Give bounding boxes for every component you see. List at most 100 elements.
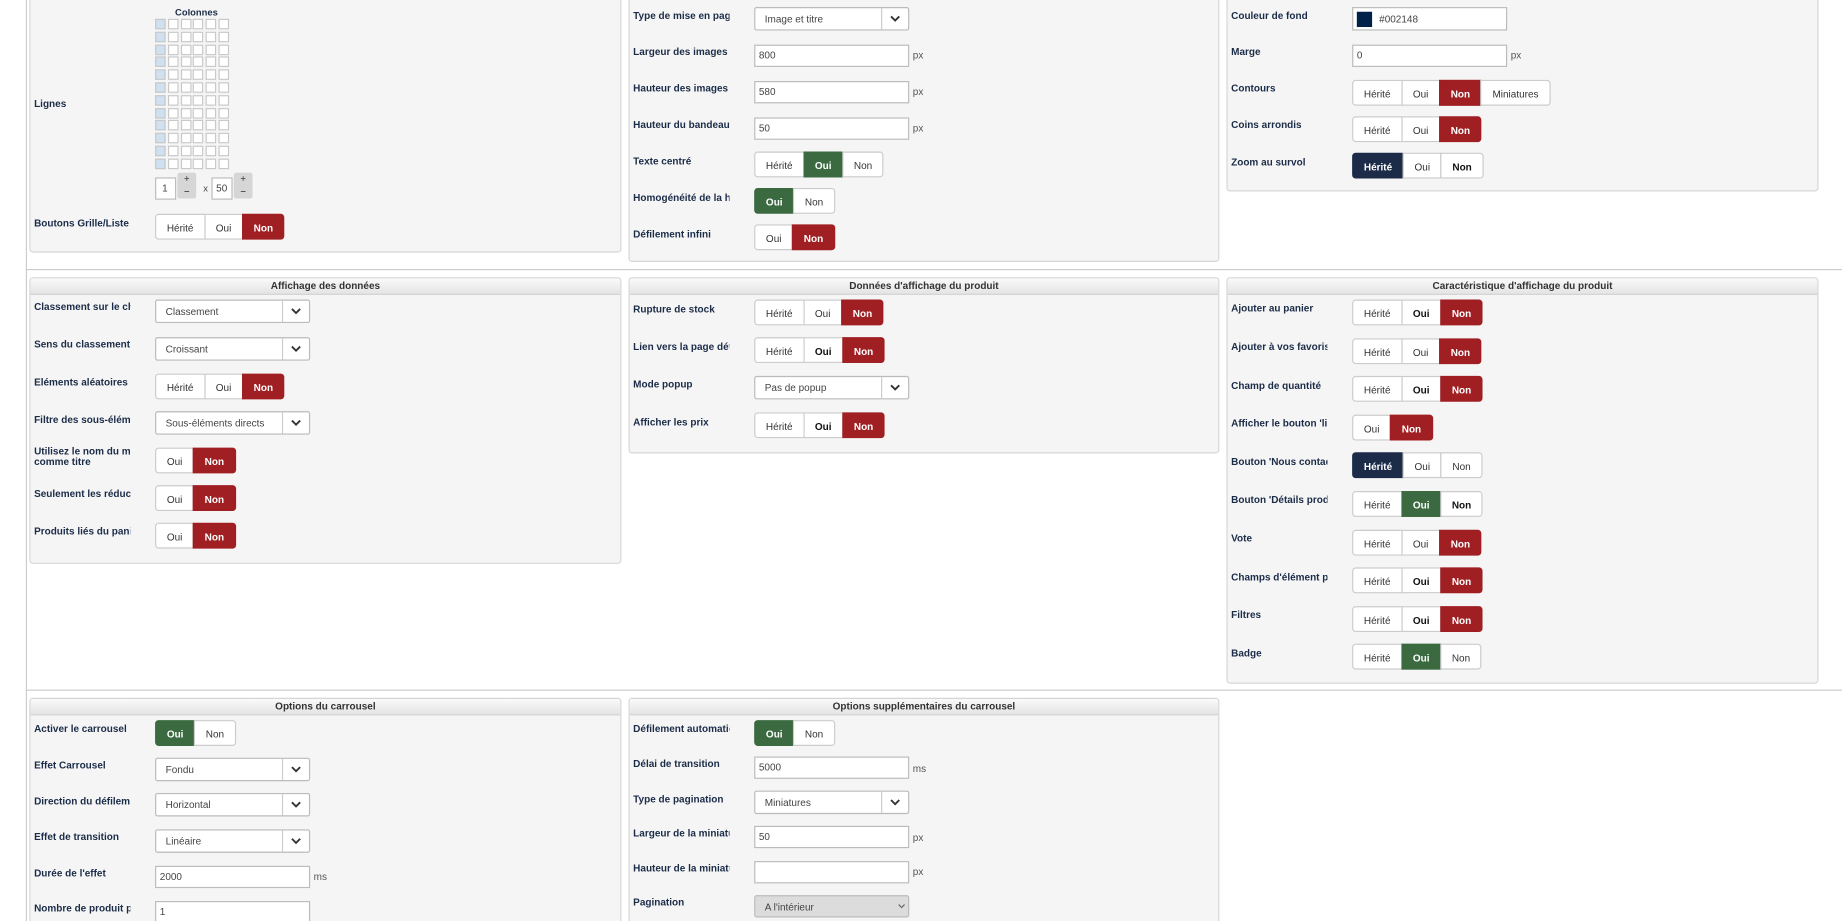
toggle-button[interactable]: Miniatures	[1480, 79, 1551, 106]
select[interactable]: Linéaire	[155, 829, 311, 853]
toggle-button[interactable]: Hérité	[754, 412, 805, 439]
grid-cell[interactable]	[205, 44, 217, 55]
toggle-button[interactable]: Oui	[803, 337, 844, 363]
grid-cell[interactable]	[218, 18, 230, 30]
toggle-button[interactable]: Non	[1389, 414, 1433, 441]
select[interactable]: Image et titre	[754, 7, 910, 31]
toggle-button[interactable]: Oui	[1401, 529, 1441, 556]
toggle-button[interactable]: Non	[192, 522, 236, 549]
grid-cell[interactable]	[180, 132, 192, 144]
grid-cell[interactable]	[218, 94, 230, 106]
toggle-button[interactable]: Oui	[1401, 644, 1442, 671]
grid-cell[interactable]	[193, 44, 204, 55]
grid-cell[interactable]	[155, 145, 166, 157]
toggle-button[interactable]: Hérité	[1352, 567, 1403, 594]
grid-cell[interactable]	[180, 82, 192, 93]
grid-cell[interactable]	[193, 82, 204, 93]
grid-cell[interactable]	[193, 158, 204, 169]
grid-cell[interactable]	[193, 56, 204, 68]
toggle-button[interactable]: Oui	[1401, 376, 1442, 402]
grid-cell[interactable]	[218, 44, 230, 55]
grid-cell[interactable]	[205, 145, 217, 157]
grid-cell[interactable]	[180, 31, 192, 43]
grid-cell[interactable]	[155, 107, 166, 119]
toggle-button[interactable]: Hérité	[1352, 116, 1403, 142]
grid-cell[interactable]	[218, 69, 230, 81]
grid-cell[interactable]	[167, 132, 179, 144]
toggle-button[interactable]: Non	[1438, 116, 1482, 142]
toggle-button[interactable]: Oui	[155, 522, 195, 549]
grid-cell[interactable]	[193, 107, 204, 119]
grid-cell[interactable]	[218, 107, 230, 119]
toggle-button[interactable]: Non	[1438, 337, 1482, 364]
grid-cell[interactable]	[205, 132, 217, 144]
toggle-button[interactable]: Non	[1438, 529, 1482, 556]
cols-input[interactable]: 50	[211, 177, 233, 200]
grid-cell[interactable]	[205, 56, 217, 68]
toggle-button[interactable]: Oui	[1401, 299, 1442, 326]
grid-cell[interactable]	[167, 31, 179, 43]
text-input[interactable]: 800	[754, 44, 910, 67]
toggle-button[interactable]: Non	[1440, 491, 1483, 517]
toggle-button[interactable]: Non	[1438, 79, 1482, 106]
toggle-button[interactable]: Oui	[803, 412, 844, 439]
grid-cell[interactable]	[193, 69, 204, 81]
toggle-button[interactable]: Non	[1440, 299, 1483, 326]
select[interactable]: Classement	[155, 299, 311, 324]
toggle-button[interactable]: Non	[194, 720, 236, 746]
grid-cell[interactable]	[180, 69, 192, 81]
toggle-button[interactable]: Hérité	[1352, 491, 1403, 517]
grid-cell[interactable]	[167, 94, 179, 106]
select[interactable]: Fondu	[155, 757, 311, 781]
toggle-button[interactable]: Oui	[155, 720, 196, 746]
toggle-button[interactable]: Hérité	[754, 337, 805, 363]
toggle-button[interactable]: Non	[1440, 376, 1483, 402]
toggle-button[interactable]: Oui	[1402, 152, 1442, 179]
grid-cell[interactable]	[155, 18, 166, 30]
toggle-button[interactable]: Oui	[1401, 337, 1441, 364]
grid-cell[interactable]	[218, 158, 230, 169]
spinner[interactable]	[177, 172, 197, 199]
toggle-button[interactable]: Oui	[1401, 491, 1442, 517]
toggle-button[interactable]: Oui	[803, 299, 843, 326]
toggle-button[interactable]: Non	[1440, 152, 1484, 179]
toggle-button[interactable]: Hérité	[155, 373, 206, 399]
toggle-button[interactable]: Non	[842, 337, 886, 363]
grid-cell[interactable]	[193, 132, 204, 144]
toggle-button[interactable]: Hérité	[1352, 299, 1403, 326]
toggle-button[interactable]: Oui	[1401, 79, 1441, 106]
grid-cell[interactable]	[218, 120, 230, 131]
toggle-button[interactable]: Oui	[754, 224, 794, 251]
toggle-button[interactable]: Oui	[155, 447, 195, 474]
toggle-button[interactable]: Oui	[1401, 116, 1441, 142]
toggle-button[interactable]: Hérité	[1352, 452, 1404, 479]
toggle-button[interactable]: Non	[1440, 452, 1483, 479]
grid-cell[interactable]	[167, 120, 179, 131]
grid-cell[interactable]	[218, 82, 230, 93]
text-input[interactable]: 5000	[754, 756, 910, 779]
toggle-button[interactable]: Non	[1440, 605, 1483, 632]
select[interactable]: Pas de popup	[754, 375, 910, 400]
grid-cell[interactable]	[205, 82, 217, 93]
toggle-button[interactable]: Hérité	[155, 213, 206, 240]
toggle-button[interactable]: Oui	[1401, 605, 1442, 632]
grid-cell[interactable]	[218, 31, 230, 43]
toggle-button[interactable]: Oui	[754, 720, 795, 746]
toggle-button[interactable]: Hérité	[1352, 152, 1404, 179]
grid-cell[interactable]	[155, 31, 166, 43]
toggle-button[interactable]: Non	[1440, 567, 1483, 594]
grid-cell[interactable]	[180, 158, 192, 169]
text-input[interactable]: 0	[1352, 44, 1508, 67]
select[interactable]: Croissant	[155, 336, 311, 361]
toggle-button[interactable]: Non	[192, 447, 236, 474]
select[interactable]: A l'intérieur	[754, 895, 910, 919]
grid-cell[interactable]	[155, 120, 166, 131]
toggle-button[interactable]: Oui	[1401, 567, 1442, 594]
grid-cell[interactable]	[155, 158, 166, 169]
grid-cell[interactable]	[205, 18, 217, 30]
grid-cell[interactable]	[167, 107, 179, 119]
toggle-button[interactable]: Oui	[1352, 414, 1392, 441]
grid-cell[interactable]	[193, 94, 204, 106]
toggle-button[interactable]: Non	[792, 224, 835, 251]
toggle-button[interactable]: Non	[842, 412, 886, 439]
